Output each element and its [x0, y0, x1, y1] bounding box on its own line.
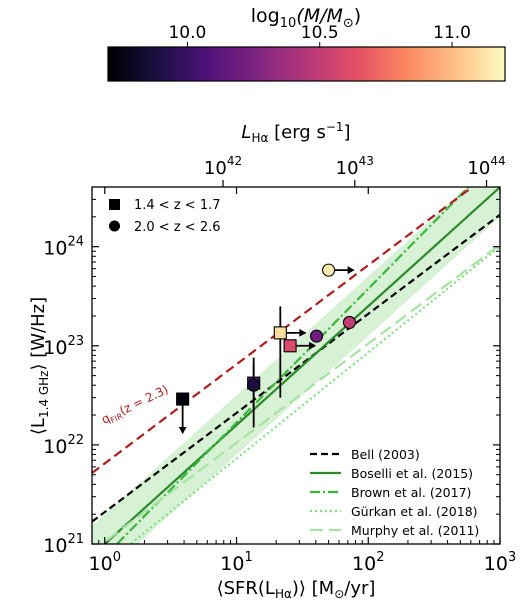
square-marker [176, 392, 190, 406]
data-point [273, 306, 307, 398]
colorbar-tick-label: 11.0 [433, 23, 471, 43]
colorbar-label: log10(M/M⊙) [251, 5, 361, 31]
data-point [176, 392, 190, 435]
scatter-band-area [92, 187, 500, 544]
sample-legend: 1.4 < z < 1.7 2.0 < z < 2.6 [109, 198, 221, 235]
circle-marker [309, 329, 324, 343]
legend-label: Bell (2003) [351, 447, 420, 462]
data-point [322, 263, 355, 277]
lower-limit-arrowhead [309, 341, 317, 350]
upper-limit-arrowhead [178, 427, 187, 435]
colorbar: log10(M/M⊙) 10.0 10.5 11.0 [107, 5, 506, 82]
circle-marker [342, 315, 357, 329]
relation-line [92, 187, 475, 474]
x-axis-label: ⟨SFR(LHα)⟩ [M⊙/yr] [217, 578, 376, 601]
circle-marker [322, 263, 336, 277]
y-tick-label: 1021 [43, 532, 84, 557]
square-marker [283, 339, 297, 353]
top-axis-label: LHα [erg s−1] [241, 120, 350, 145]
data-point [247, 364, 261, 428]
legend-label: Gürkan et al. (2018) [351, 504, 478, 519]
legend-label: Murphy et al. (2011) [351, 523, 479, 538]
plot-frame [91, 186, 501, 545]
colorbar-bar [107, 46, 506, 82]
top-tick-label: 1044 [467, 154, 505, 179]
x-tick-label: 102 [352, 550, 384, 575]
colorbar-ticks: 10.0 10.5 11.0 [168, 23, 471, 47]
relation-legend: Bell (2003) Boselli et al. (2015) Brown et… [310, 447, 479, 538]
square-marker-legend [109, 199, 120, 210]
relation-line [128, 245, 500, 544]
y-axis-label: ⟨L1.4 GHz⟩ [W/Hz] [28, 297, 51, 435]
y-tick-label: 1022 [43, 433, 84, 458]
data-point [283, 339, 317, 353]
y-tick-label: 1023 [43, 334, 84, 359]
plot-area: qFIR(z = 2.3) 100 101 102 10310211022102310… [43, 154, 516, 575]
x-tick-label: 103 [484, 550, 516, 575]
x-tick-label: 101 [220, 550, 252, 575]
y-tick-label: 1024 [43, 235, 84, 260]
lower-limit-arrowhead [347, 266, 355, 275]
data-point [309, 329, 324, 343]
relation-lines [92, 187, 500, 544]
circle-marker-legend [109, 220, 120, 232]
x-tick-label: 100 [89, 550, 121, 575]
colorbar-tick-label: 10.0 [168, 23, 206, 43]
legend-label: Boselli et al. (2015) [351, 466, 473, 481]
relation-line [103, 187, 500, 544]
colorbar-tick-label: 10.5 [301, 23, 339, 43]
sample-legend-label: 2.0 < z < 2.6 [134, 220, 221, 235]
data-points [176, 263, 357, 435]
top-tick-label: 1043 [336, 154, 374, 179]
axes: 100 101 102 103 1021 1022 1023 1024 1042 1043 1044 [43, 154, 516, 575]
data-point [342, 315, 357, 329]
sample-legend-label: 1.4 < z < 1.7 [134, 198, 221, 213]
top-tick-label: 1042 [204, 154, 242, 179]
square-marker [273, 326, 287, 340]
legend-label: Brown et al. (2017) [351, 485, 471, 500]
relation-line [92, 213, 500, 523]
relation-line [100, 243, 500, 544]
lower-limit-arrowhead [299, 328, 307, 337]
circle-marker [247, 378, 261, 392]
scatter-band [92, 187, 500, 544]
